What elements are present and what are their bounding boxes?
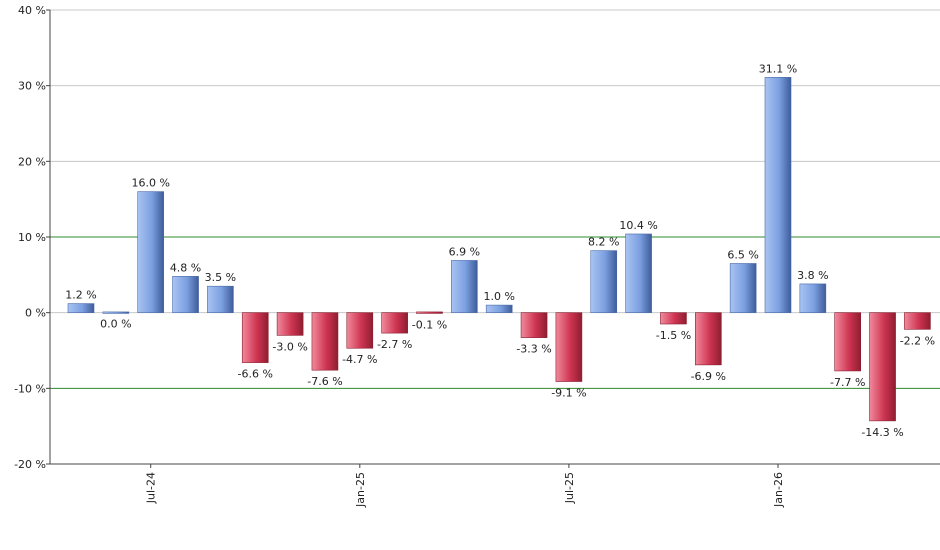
data-label: -7.7 % bbox=[830, 376, 865, 389]
data-label: -2.7 % bbox=[377, 338, 412, 351]
bar bbox=[416, 311, 443, 314]
bar bbox=[207, 285, 234, 313]
data-label: -2.2 % bbox=[900, 334, 935, 347]
x-tick-label: Jul-24 bbox=[145, 472, 158, 504]
bar bbox=[346, 312, 374, 349]
y-tick-label: 20 % bbox=[18, 155, 46, 168]
data-label: 1.2 % bbox=[65, 289, 96, 302]
bar bbox=[381, 312, 408, 334]
y-tick-label: 0 % bbox=[25, 307, 46, 320]
data-label: -6.6 % bbox=[238, 368, 273, 381]
bar bbox=[311, 312, 339, 371]
data-label: 3.8 % bbox=[797, 269, 828, 282]
data-labels: 1.2 % 0.0 % 16.0 % 4.8 % 3.5 % -6.6 % -3.0 % -7… bbox=[65, 62, 935, 439]
y-tick-label: 10 % bbox=[18, 231, 46, 244]
bar bbox=[625, 233, 652, 313]
data-label: -3.0 % bbox=[272, 340, 307, 353]
data-label: 6.9 % bbox=[449, 245, 480, 258]
bar bbox=[241, 312, 269, 363]
bar bbox=[172, 276, 199, 313]
data-label: -1.5 % bbox=[656, 329, 691, 342]
bar bbox=[555, 312, 583, 382]
bar bbox=[869, 312, 896, 422]
data-label: -9.1 % bbox=[551, 387, 586, 400]
data-label: 4.8 % bbox=[170, 261, 201, 274]
y-tick-label: 30 % bbox=[18, 80, 46, 93]
data-label: -0.1 % bbox=[412, 318, 447, 331]
data-label: 16.0 % bbox=[131, 177, 169, 190]
bar bbox=[799, 283, 827, 313]
x-tick-label: Jan-25 bbox=[354, 472, 367, 508]
bar bbox=[451, 260, 478, 313]
data-label: -4.7 % bbox=[342, 353, 377, 366]
data-label: -3.3 % bbox=[516, 343, 551, 356]
y-tick-label: -10 % bbox=[14, 382, 46, 395]
bar bbox=[694, 312, 722, 366]
data-label: 6.5 % bbox=[727, 248, 758, 261]
bar bbox=[904, 312, 931, 330]
bar bbox=[102, 311, 130, 314]
data-label: 1.0 % bbox=[483, 290, 514, 303]
bar bbox=[834, 312, 862, 372]
axes: -20 % -10 % 0 % 10 % 20 % 30 % 40 % Jul-24 Jan-2… bbox=[14, 4, 940, 508]
y-tick-label: 40 % bbox=[18, 4, 46, 17]
data-label: -7.6 % bbox=[307, 375, 342, 388]
bar bbox=[590, 250, 618, 313]
bar bbox=[67, 303, 95, 313]
bars bbox=[67, 77, 931, 422]
bar bbox=[520, 312, 548, 338]
bar bbox=[764, 77, 792, 313]
data-label: -6.9 % bbox=[691, 370, 726, 383]
bar bbox=[485, 304, 513, 313]
bar bbox=[137, 191, 164, 313]
bar bbox=[276, 312, 304, 336]
bar bbox=[660, 312, 687, 325]
data-label: 8.2 % bbox=[588, 236, 619, 249]
reference-lines bbox=[50, 236, 940, 389]
data-label: 3.5 % bbox=[205, 271, 236, 284]
data-label: -14.3 % bbox=[861, 426, 903, 439]
data-label: 0.0 % bbox=[100, 318, 131, 331]
x-tick-label: Jul-25 bbox=[563, 472, 576, 504]
data-label: 31.1 % bbox=[759, 62, 797, 75]
y-tick-label: -20 % bbox=[14, 458, 46, 471]
bar bbox=[729, 263, 757, 313]
x-tick-label: Jan-26 bbox=[772, 472, 785, 508]
data-label: 10.4 % bbox=[619, 219, 657, 232]
